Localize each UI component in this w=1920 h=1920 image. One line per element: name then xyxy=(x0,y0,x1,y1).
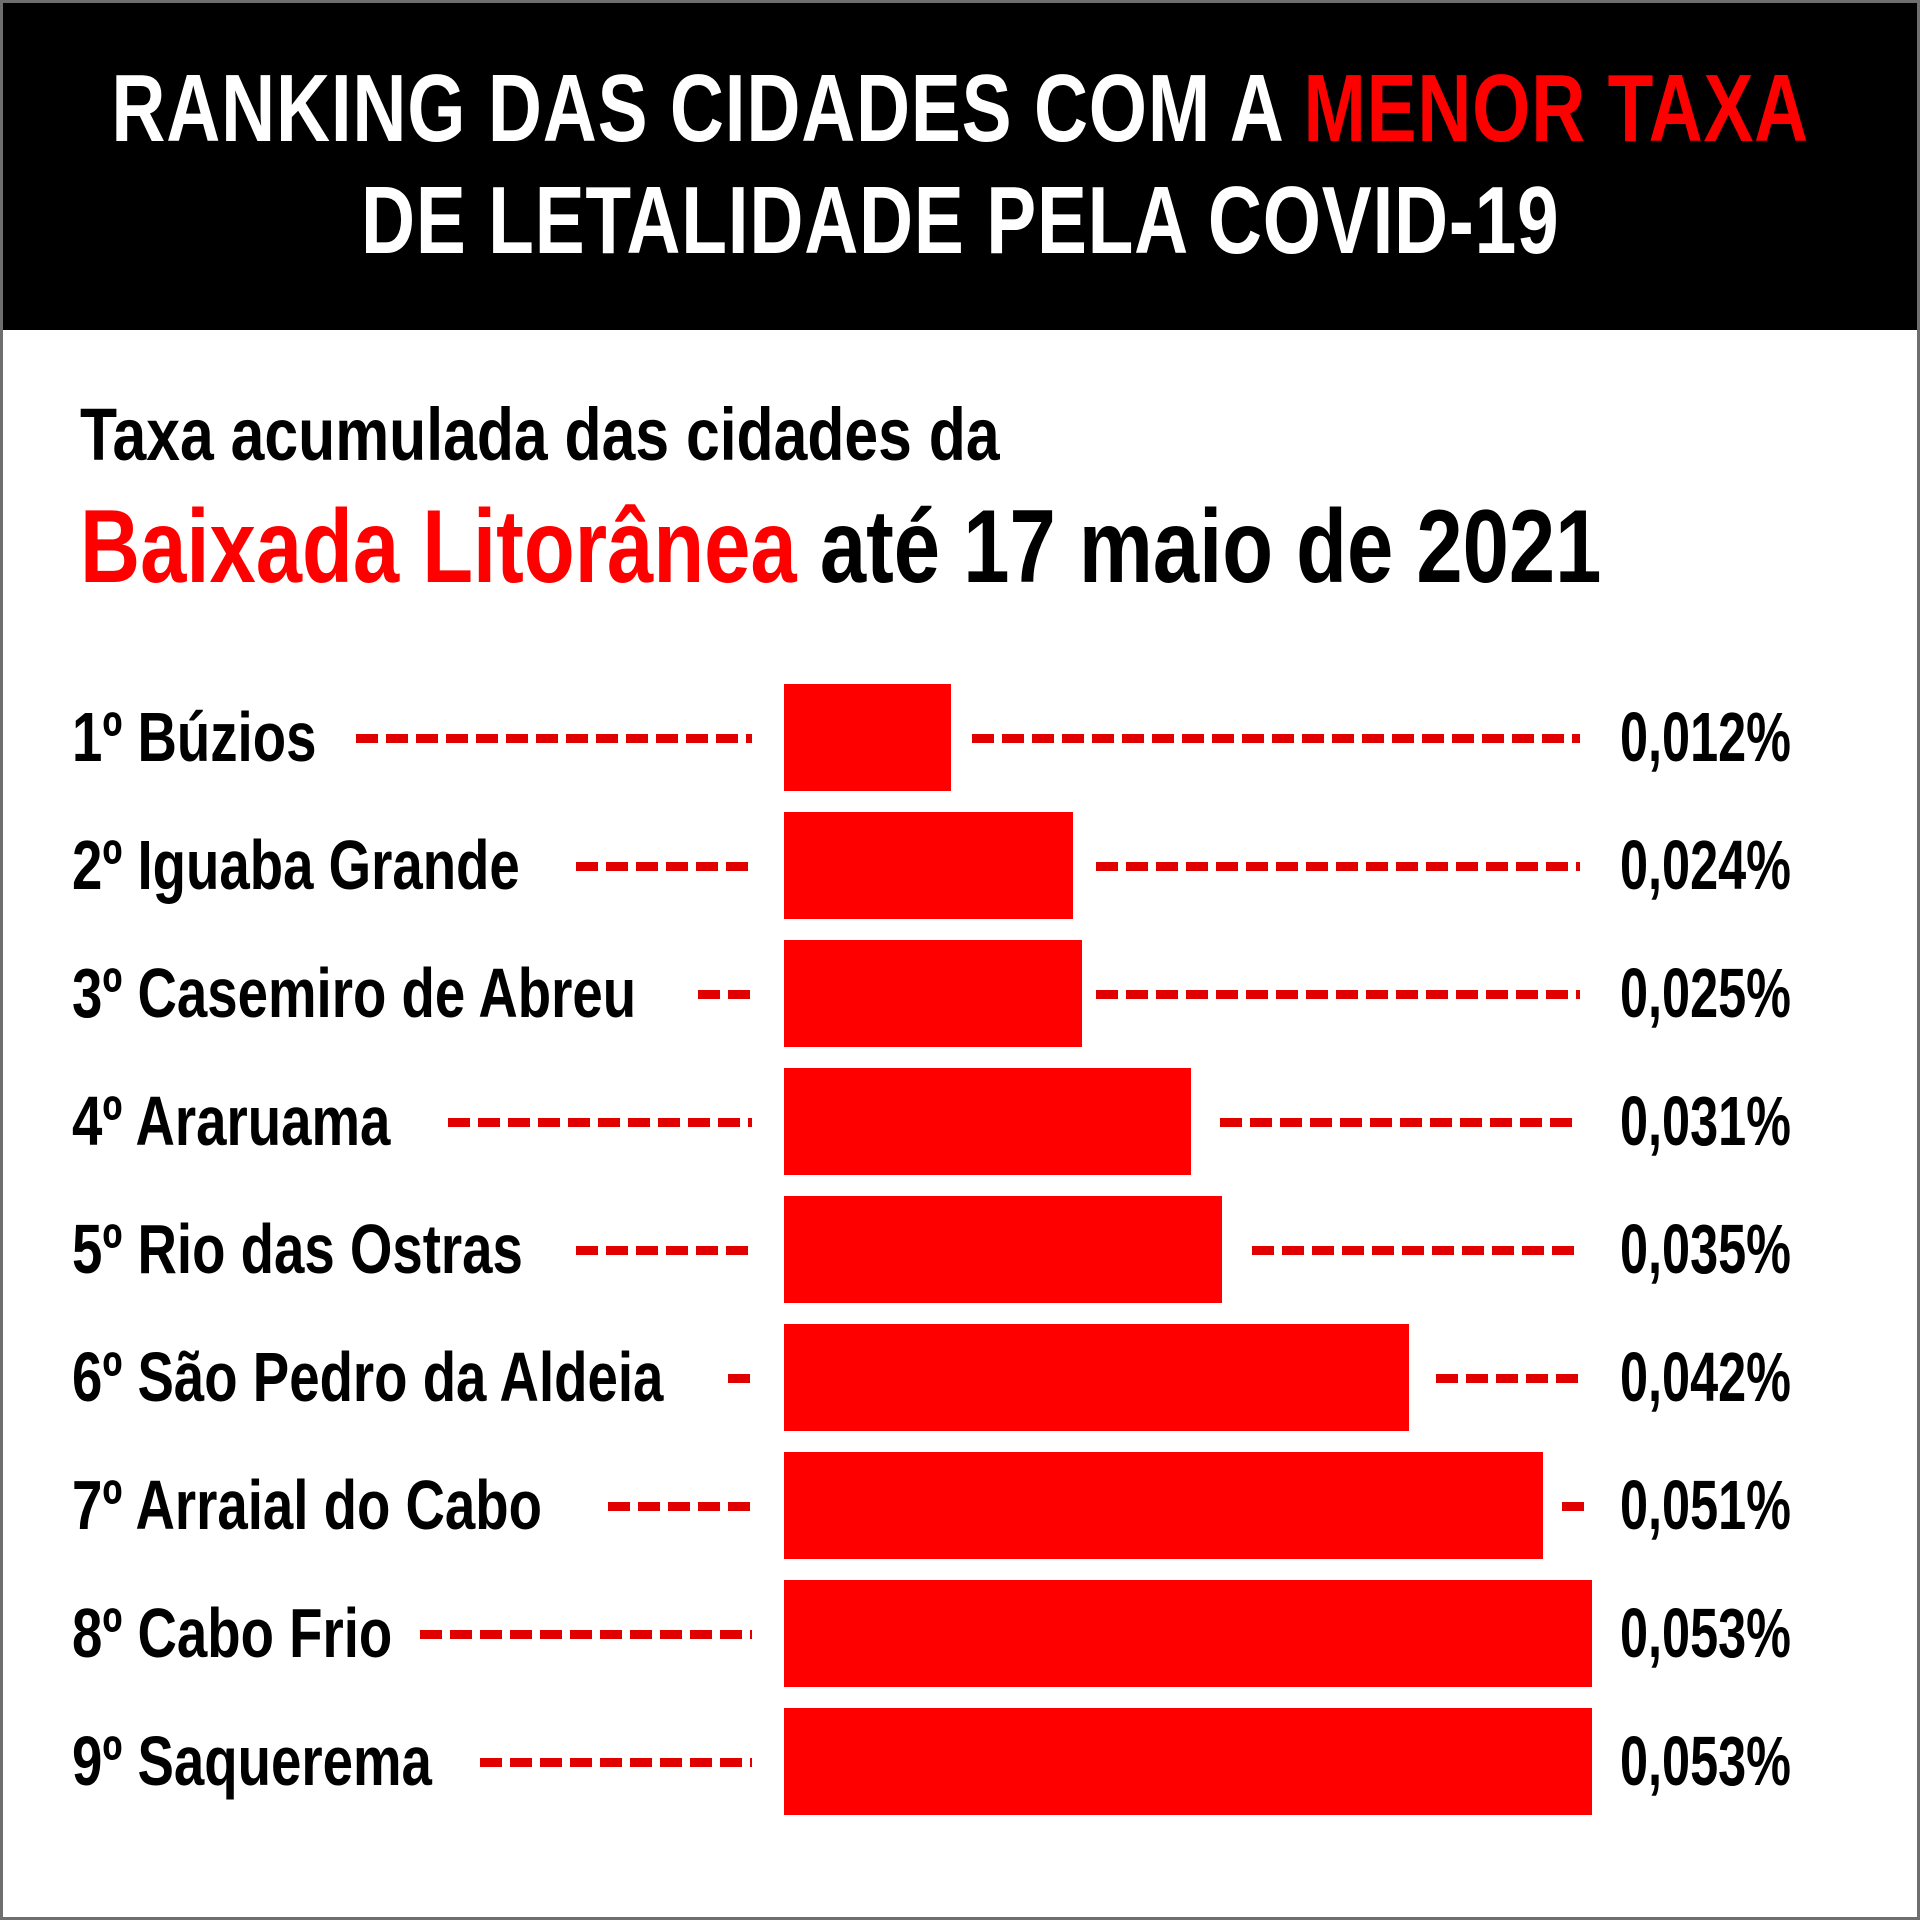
chart-row: 1º Búzios 0,012% xyxy=(0,684,1920,791)
bar xyxy=(784,812,1073,919)
chart-row: 4º Araruama 0,031% xyxy=(0,1068,1920,1175)
leader-dashes xyxy=(576,862,752,871)
bar xyxy=(784,684,951,791)
bar xyxy=(784,1452,1543,1559)
bar xyxy=(784,1196,1222,1303)
leader-dashes xyxy=(1096,990,1580,999)
leader-dashes xyxy=(698,990,752,999)
city-label: 9º Saquerema xyxy=(72,1722,432,1800)
bar xyxy=(784,940,1082,1047)
subtitle-line-2: Baixada Litorânea até 17 maio de 2021 xyxy=(80,488,1601,607)
city-label: 7º Arraial do Cabo xyxy=(72,1466,542,1544)
title-highlight: MENOR TAXA xyxy=(1303,55,1809,162)
city-label: 3º Casemiro de Abreu xyxy=(72,954,637,1032)
city-label: 4º Araruama xyxy=(72,1082,391,1160)
leader-dashes xyxy=(1220,1118,1580,1127)
value-label: 0,031% xyxy=(1620,1082,1791,1160)
leader-dashes xyxy=(608,1502,752,1511)
leader-dashes xyxy=(1562,1502,1586,1511)
leader-dashes xyxy=(1436,1374,1580,1383)
value-label: 0,024% xyxy=(1620,826,1791,904)
bar xyxy=(784,1580,1592,1687)
title-line-1: RANKING DAS CIDADES COM A MENOR TAXA xyxy=(111,53,1809,165)
title-line-2: DE LETALIDADE PELA COVID-19 xyxy=(360,167,1560,274)
value-label: 0,042% xyxy=(1620,1338,1791,1416)
bar xyxy=(784,1324,1409,1431)
leader-dashes xyxy=(480,1758,752,1767)
bar xyxy=(784,1708,1592,1815)
leader-dashes xyxy=(356,734,752,743)
city-label: 8º Cabo Frio xyxy=(72,1594,393,1672)
leader-dashes xyxy=(420,1630,752,1639)
bar xyxy=(784,1068,1191,1175)
leader-dashes xyxy=(448,1118,752,1127)
value-label: 0,025% xyxy=(1620,954,1791,1032)
chart-row: 2º Iguaba Grande 0,024% xyxy=(0,812,1920,919)
chart-row: 9º Saquerema 0,053% xyxy=(0,1708,1920,1815)
city-label: 2º Iguaba Grande xyxy=(72,826,520,904)
subtitle-date: até 17 maio de 2021 xyxy=(796,489,1602,605)
chart-row: 5º Rio das Ostras 0,035% xyxy=(0,1196,1920,1303)
leader-dashes xyxy=(728,1374,752,1383)
chart-row: 8º Cabo Frio 0,053% xyxy=(0,1580,1920,1687)
subtitle-line-1: Taxa acumulada das cidades da xyxy=(80,393,1000,476)
city-label: 1º Búzios xyxy=(72,698,317,776)
subtitle-region: Baixada Litorânea xyxy=(80,489,797,605)
chart-row: 6º São Pedro da Aldeia 0,042% xyxy=(0,1324,1920,1431)
leader-dashes xyxy=(972,734,1580,743)
title-banner: RANKING DAS CIDADES COM A MENOR TAXA DE … xyxy=(0,0,1920,330)
value-label: 0,053% xyxy=(1620,1594,1791,1672)
value-label: 0,012% xyxy=(1620,698,1791,776)
city-label: 6º São Pedro da Aldeia xyxy=(72,1338,664,1416)
leader-dashes xyxy=(1252,1246,1580,1255)
chart-row: 3º Casemiro de Abreu 0,025% xyxy=(0,940,1920,1047)
value-label: 0,051% xyxy=(1620,1466,1791,1544)
value-label: 0,035% xyxy=(1620,1210,1791,1288)
leader-dashes xyxy=(1096,862,1580,871)
title-prefix: RANKING DAS CIDADES COM A xyxy=(111,55,1304,162)
chart-row: 7º Arraial do Cabo 0,051% xyxy=(0,1452,1920,1559)
value-label: 0,053% xyxy=(1620,1722,1791,1800)
city-label: 5º Rio das Ostras xyxy=(72,1210,523,1288)
leader-dashes xyxy=(576,1246,752,1255)
